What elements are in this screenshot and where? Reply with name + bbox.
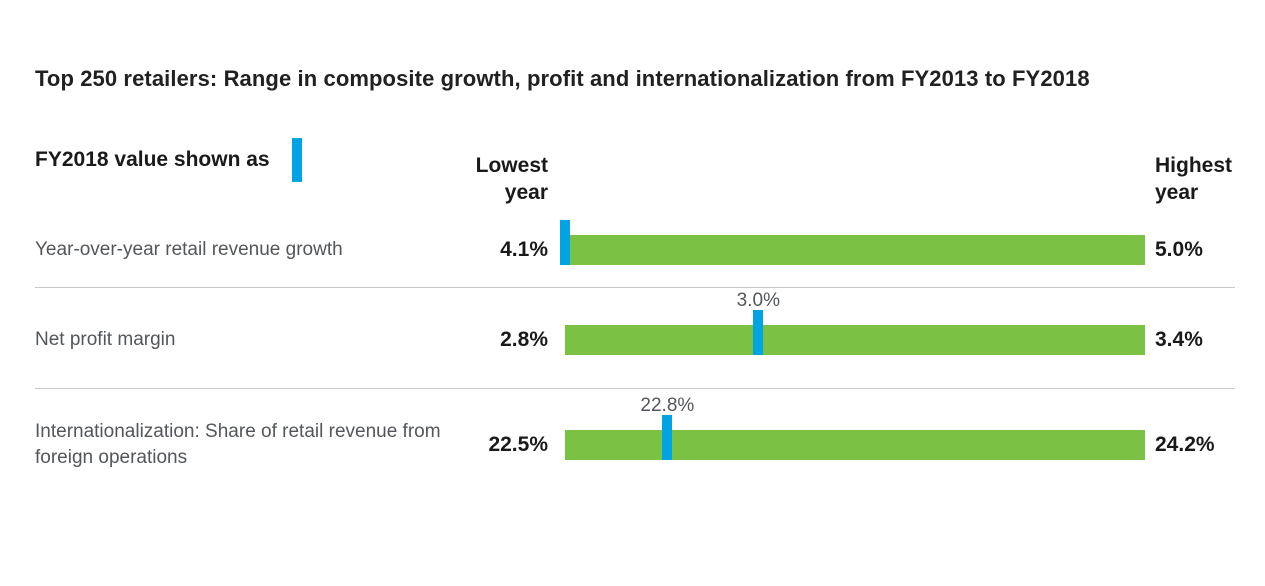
lowest-year-value: 2.8% (500, 328, 548, 351)
fy2018-marker (560, 220, 570, 265)
chart-row-internationalization: Internationalization: Share of retail re… (35, 388, 1235, 491)
fy2018-marker-swatch (291, 138, 302, 182)
row-label: Net profit margin (35, 329, 176, 350)
highest-year-value: 5.0% (1155, 238, 1203, 261)
chart-page: Top 250 retailers: Range in composite gr… (35, 66, 1235, 491)
highest-year-value: 24.2% (1155, 433, 1215, 456)
column-header-lowest-year: Lowest year (475, 154, 548, 204)
highest-year-value: 3.4% (1155, 328, 1203, 351)
range-bar-track (560, 220, 1145, 265)
range-bar-track: 22.8% (565, 395, 1145, 460)
fy2018-marker (662, 415, 673, 460)
chart-row-net-profit-margin: Net profit margin 2.8% 3.0% 3.4% (35, 287, 1235, 388)
range-bar (565, 235, 1145, 265)
fy2018-marker-label: 22.8% (640, 395, 695, 416)
row-label: Year-over-year retail revenue growth (35, 239, 343, 260)
range-bar-track: 3.0% (565, 290, 1145, 355)
lowest-year-value: 4.1% (500, 238, 548, 261)
row-label: Internationalization: Share of retail re… (35, 421, 441, 468)
lowest-year-value: 22.5% (488, 433, 548, 456)
chart-title: Top 250 retailers: Range in composite gr… (35, 66, 1090, 91)
legend: FY2018 value shown as (35, 138, 465, 182)
column-header-highest-year: Highest year (1155, 154, 1233, 204)
fy2018-marker-label: 3.0% (736, 290, 780, 311)
chart-row-revenue-growth: Year-over-year retail revenue growth 4.1… (35, 208, 1235, 287)
legend-label: FY2018 value shown as (35, 148, 270, 171)
fy2018-marker (753, 310, 764, 355)
range-bar (565, 325, 1145, 355)
chart-header-row: FY2018 value shown as Lowest year Highes… (35, 138, 1235, 208)
range-bar (565, 430, 1145, 460)
